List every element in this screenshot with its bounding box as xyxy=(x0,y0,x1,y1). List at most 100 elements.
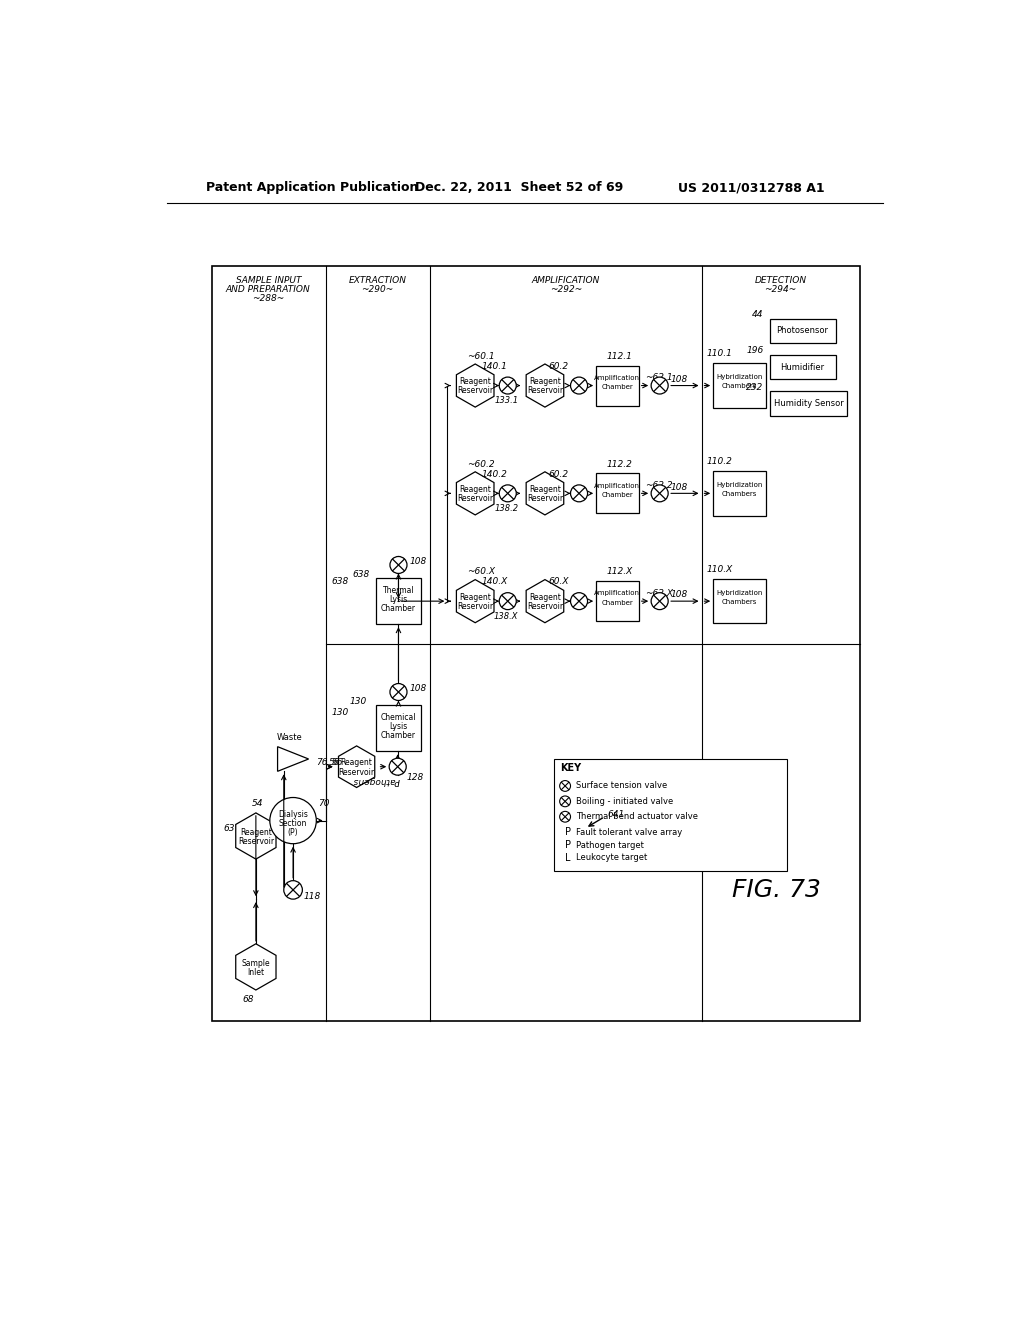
Text: Humidifier: Humidifier xyxy=(780,363,824,371)
Polygon shape xyxy=(457,471,494,515)
Text: Chamber: Chamber xyxy=(601,384,633,391)
Text: Pathogens: Pathogens xyxy=(352,776,399,785)
Text: US 2011/0312788 A1: US 2011/0312788 A1 xyxy=(678,181,825,194)
Text: Dialysis: Dialysis xyxy=(279,810,308,818)
Text: 232: 232 xyxy=(746,383,764,392)
Text: 108: 108 xyxy=(671,590,688,599)
Text: Thermal: Thermal xyxy=(383,586,415,595)
Text: 140.2: 140.2 xyxy=(481,470,507,479)
Circle shape xyxy=(651,593,669,610)
Text: 63: 63 xyxy=(223,824,234,833)
Text: 112.2: 112.2 xyxy=(606,459,632,469)
Text: Fault tolerant valve array: Fault tolerant valve array xyxy=(575,828,682,837)
Circle shape xyxy=(570,378,588,395)
Text: Reservoir: Reservoir xyxy=(527,602,563,611)
Text: 60.2: 60.2 xyxy=(549,470,569,479)
Text: AND PREPARATION: AND PREPARATION xyxy=(226,285,310,294)
Bar xyxy=(713,363,766,408)
Text: SAMPLE INPUT: SAMPLE INPUT xyxy=(236,276,301,285)
Circle shape xyxy=(500,593,516,610)
Text: Leukocyte target: Leukocyte target xyxy=(575,853,647,862)
Text: Section: Section xyxy=(279,820,307,828)
Text: 112.X: 112.X xyxy=(606,568,633,577)
Text: P: P xyxy=(565,828,571,837)
Text: 138.X: 138.X xyxy=(494,612,518,620)
Text: Reagent: Reagent xyxy=(341,759,373,767)
Text: Patent Application Publication: Patent Application Publication xyxy=(206,181,418,194)
Text: Reagent: Reagent xyxy=(459,378,492,387)
Text: Reagent: Reagent xyxy=(529,378,561,387)
Text: 118: 118 xyxy=(304,891,322,900)
Bar xyxy=(596,474,639,513)
Circle shape xyxy=(651,378,669,395)
Text: 108: 108 xyxy=(410,557,427,565)
Text: ~60.X: ~60.X xyxy=(467,568,496,577)
Text: Reservoir: Reservoir xyxy=(339,768,375,776)
Text: Chambers: Chambers xyxy=(722,383,757,389)
Text: 641: 641 xyxy=(607,810,625,818)
Text: 138.2: 138.2 xyxy=(495,504,518,513)
Circle shape xyxy=(284,880,302,899)
Text: 133.1: 133.1 xyxy=(495,396,518,405)
Polygon shape xyxy=(278,747,308,771)
Text: Chemical: Chemical xyxy=(381,713,416,722)
Text: Reagent: Reagent xyxy=(529,593,561,602)
Text: Lysis: Lysis xyxy=(389,595,408,605)
Text: P: P xyxy=(565,841,571,850)
Text: Dec. 22, 2011  Sheet 52 of 69: Dec. 22, 2011 Sheet 52 of 69 xyxy=(415,181,623,194)
Polygon shape xyxy=(457,364,494,407)
Bar xyxy=(554,759,786,871)
Polygon shape xyxy=(526,364,564,407)
Text: Inlet: Inlet xyxy=(248,968,264,977)
Polygon shape xyxy=(526,579,564,623)
Polygon shape xyxy=(526,471,564,515)
Text: EXTRACTION: EXTRACTION xyxy=(348,276,407,285)
Text: Hybridization: Hybridization xyxy=(716,482,763,488)
Text: Reagent: Reagent xyxy=(240,828,271,837)
Text: Reservoir: Reservoir xyxy=(457,387,494,396)
Text: 68: 68 xyxy=(243,995,254,1003)
Text: 128: 128 xyxy=(407,774,424,781)
Text: 110.X: 110.X xyxy=(707,565,733,574)
Text: KEY: KEY xyxy=(560,763,582,774)
Bar xyxy=(713,471,766,516)
Text: 44: 44 xyxy=(752,310,764,319)
Circle shape xyxy=(270,797,316,843)
Text: FIG. 73: FIG. 73 xyxy=(732,878,821,902)
Text: Chamber: Chamber xyxy=(601,492,633,498)
Bar xyxy=(770,391,847,416)
Text: AMPLIFICATION: AMPLIFICATION xyxy=(531,276,600,285)
Text: ~288~: ~288~ xyxy=(252,294,285,304)
Text: Reagent: Reagent xyxy=(529,484,561,494)
Text: Chamber: Chamber xyxy=(601,599,633,606)
Text: 130: 130 xyxy=(332,709,349,717)
Circle shape xyxy=(560,796,570,807)
Text: 108: 108 xyxy=(671,483,688,491)
Bar xyxy=(376,578,421,624)
Text: Chamber: Chamber xyxy=(381,605,416,614)
Text: Chambers: Chambers xyxy=(722,491,757,498)
Bar xyxy=(596,581,639,622)
Text: 112.1: 112.1 xyxy=(606,352,632,360)
Circle shape xyxy=(390,684,407,701)
Text: Reservoir: Reservoir xyxy=(238,837,274,846)
Text: 60.2: 60.2 xyxy=(549,362,569,371)
Text: ~294~: ~294~ xyxy=(765,285,797,294)
Circle shape xyxy=(570,484,588,502)
Text: Amplification: Amplification xyxy=(594,375,640,381)
Polygon shape xyxy=(339,746,375,788)
Text: Hybridization: Hybridization xyxy=(716,374,763,380)
Text: 56: 56 xyxy=(332,759,343,767)
Text: DETECTION: DETECTION xyxy=(755,276,807,285)
Text: 108: 108 xyxy=(671,375,688,384)
Bar xyxy=(596,366,639,405)
Polygon shape xyxy=(236,813,276,859)
Text: 130: 130 xyxy=(349,697,367,706)
Circle shape xyxy=(570,593,588,610)
Text: Amplification: Amplification xyxy=(594,483,640,488)
Polygon shape xyxy=(457,579,494,623)
Text: ~60.2: ~60.2 xyxy=(467,459,495,469)
Text: 140.1: 140.1 xyxy=(481,362,507,371)
Text: Thermal bend actuator valve: Thermal bend actuator valve xyxy=(575,812,698,821)
Text: Hybridization: Hybridization xyxy=(716,590,763,595)
